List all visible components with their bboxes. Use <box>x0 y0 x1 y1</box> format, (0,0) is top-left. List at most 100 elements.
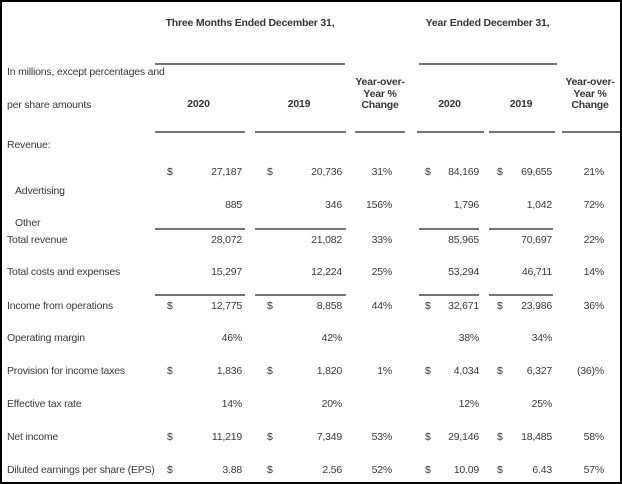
value-text: 20% <box>321 398 343 410</box>
table-cell: 34% <box>489 332 553 345</box>
table-cell: 52% <box>352 464 393 477</box>
dollar-sign: $ <box>497 300 503 312</box>
table-cell: $32,671 <box>419 300 479 313</box>
row-label: Total costs and expenses <box>7 266 121 278</box>
column-rule <box>489 131 555 133</box>
value-text: 85,965 <box>448 234 479 246</box>
table-cell: 46% <box>155 332 243 345</box>
table-cell: $6,327 <box>489 365 552 378</box>
row-label: Diluted earnings per share (EPS) <box>7 464 155 476</box>
dollar-sign: $ <box>167 365 173 377</box>
table-cell: 1% <box>352 365 392 378</box>
value-text: 12% <box>458 398 480 410</box>
column-rule <box>155 131 245 133</box>
value-text: (36)% <box>576 365 604 377</box>
value-text: 6.43 <box>532 464 552 476</box>
table-cell: $20,736 <box>255 166 342 179</box>
table-cell: $10.09 <box>419 464 479 477</box>
value-text: 1% <box>377 365 392 377</box>
total-rule <box>489 228 553 230</box>
value-text: 885 <box>225 199 242 211</box>
table-cell: $12,775 <box>155 300 242 313</box>
table-cell: $84,169 <box>419 166 479 179</box>
column-rule <box>417 131 484 133</box>
table-cell: 53% <box>352 431 393 444</box>
dollar-sign: $ <box>267 464 273 476</box>
table-cell: 21,082 <box>255 234 342 247</box>
table-cell: $18,485 <box>489 431 552 444</box>
value-text: 18,485 <box>521 431 552 443</box>
value-text: 11,219 <box>211 431 242 443</box>
value-text: 346 <box>325 199 342 211</box>
total-rule <box>255 294 346 296</box>
value-text: 4,034 <box>453 365 479 377</box>
row-label: Total revenue <box>7 234 68 246</box>
value-text: 58% <box>583 431 605 443</box>
period-header-year: Year Ended December 31, <box>425 17 550 29</box>
table-cell: 1,796 <box>419 199 479 212</box>
value-text: 15,297 <box>211 266 242 278</box>
table-cell: 57% <box>557 464 605 477</box>
value-text: 25% <box>371 266 393 278</box>
dollar-sign: $ <box>267 365 273 377</box>
column-header-tm-2020: 2020 <box>187 98 210 110</box>
row-label: Operating margin <box>7 332 85 344</box>
units-note-line2: per share amounts <box>7 99 92 111</box>
table-cell: 885 <box>155 199 242 212</box>
table-cell: $23,986 <box>489 300 552 313</box>
dollar-sign: $ <box>167 464 173 476</box>
table-cell: 15,297 <box>155 266 242 279</box>
dollar-sign: $ <box>425 464 431 476</box>
value-text: 34% <box>531 332 553 344</box>
value-text: 42% <box>321 332 343 344</box>
table-cell: 28,072 <box>155 234 242 247</box>
row-label: Effective tax rate <box>7 398 82 410</box>
value-text: 12,224 <box>311 266 342 278</box>
value-text: 84,169 <box>448 166 479 178</box>
total-rule <box>155 228 245 230</box>
dollar-sign: $ <box>497 365 503 377</box>
value-text: 1,836 <box>216 365 242 377</box>
table-cell: 46,711 <box>489 266 552 279</box>
table-cell: 22% <box>557 234 605 247</box>
value-text: 36% <box>583 300 605 312</box>
value-text: 21,082 <box>311 234 342 246</box>
dollar-sign: $ <box>167 300 173 312</box>
row-label: Net income <box>7 431 59 443</box>
table-cell: $6.43 <box>489 464 552 477</box>
value-text: 6,327 <box>526 365 552 377</box>
value-text: 52% <box>371 464 393 476</box>
value-text: 46,711 <box>521 266 552 278</box>
table-cell: 58% <box>557 431 605 444</box>
table-cell: 156% <box>352 199 392 212</box>
table-cell: 21% <box>557 166 605 179</box>
table-cell: (36)% <box>557 365 604 378</box>
column-rule <box>562 131 620 133</box>
row-label: Revenue: <box>7 139 51 151</box>
table-cell: 346 <box>255 199 342 212</box>
table-cell: 72% <box>557 199 605 212</box>
value-text: 1,796 <box>453 199 479 211</box>
value-text: 22% <box>583 234 605 246</box>
column-header-yr-yoy: Year-over-Year % Change <box>565 76 615 111</box>
table-cell: $1,820 <box>255 365 342 378</box>
dollar-sign: $ <box>167 431 173 443</box>
table-cell: 31% <box>352 166 393 179</box>
value-text: 72% <box>583 199 605 211</box>
table-cell: $69,655 <box>489 166 552 179</box>
value-text: 20,736 <box>311 166 342 178</box>
table-cell: 42% <box>255 332 343 345</box>
row-label: Provision for income taxes <box>7 365 125 377</box>
dollar-sign: $ <box>267 431 273 443</box>
dollar-sign: $ <box>425 365 431 377</box>
value-text: 38% <box>458 332 480 344</box>
table-cell: $1,836 <box>155 365 242 378</box>
value-text: 69,655 <box>521 166 552 178</box>
table-cell: $4,034 <box>419 365 479 378</box>
value-text: 3.88 <box>222 464 242 476</box>
value-text: 8,858 <box>316 300 342 312</box>
table-cell: 12% <box>419 398 480 411</box>
table-cell: 25% <box>352 266 393 279</box>
value-text: 14% <box>221 398 243 410</box>
dollar-sign: $ <box>425 300 431 312</box>
